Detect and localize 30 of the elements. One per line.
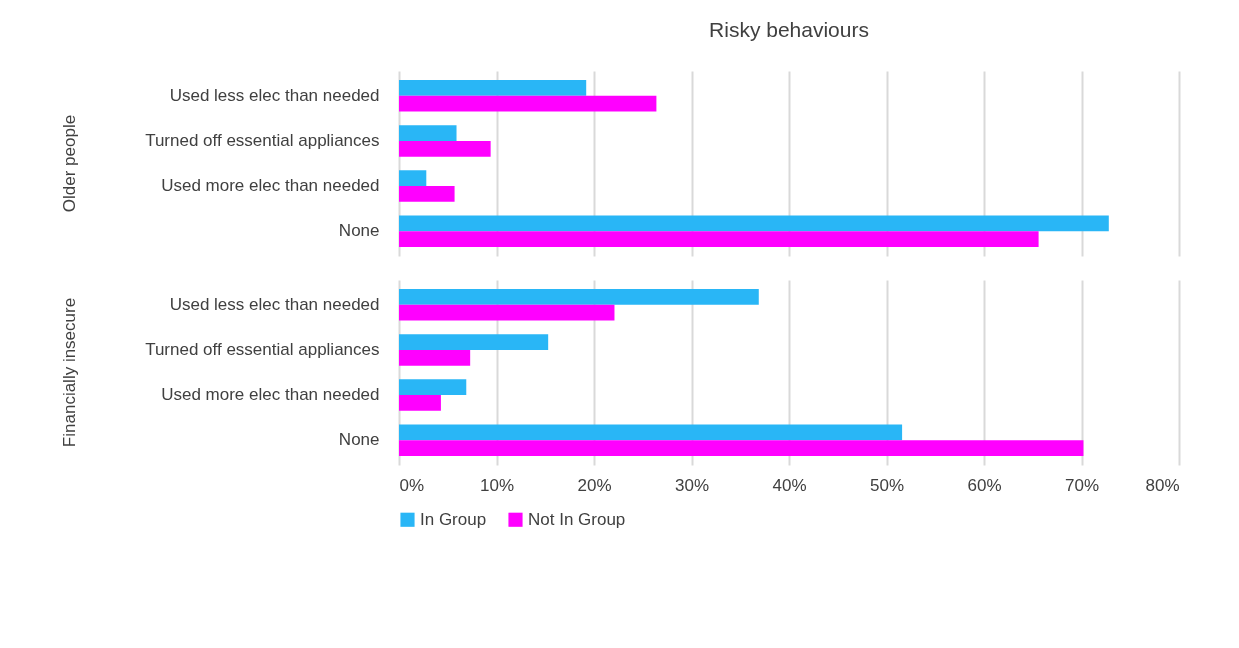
bar <box>399 80 587 96</box>
y-tick-label: Used less elec than needed <box>169 294 380 314</box>
x-tick-label: 70% <box>1064 475 1100 495</box>
y-tick-label: None <box>338 221 380 241</box>
x-tick-label: 40% <box>772 475 807 495</box>
y-tick-label: Turned off essential appliances <box>145 130 380 150</box>
bar <box>399 95 657 112</box>
bar <box>399 125 457 141</box>
x-tick-label: 0% <box>399 475 425 495</box>
bar <box>399 170 427 187</box>
x-tick-label: 50% <box>869 475 905 495</box>
bar <box>399 231 1039 247</box>
y-axis-title: Older people <box>59 114 79 213</box>
x-tick-label: 80% <box>1145 475 1180 495</box>
bar <box>399 140 491 157</box>
x-tick-label: 30% <box>674 475 710 495</box>
y-tick-label: Used less elec than needed <box>169 85 380 105</box>
chart-title: Risky behaviours <box>709 18 869 41</box>
x-tick-label: 10% <box>479 475 515 495</box>
y-tick-label: None <box>338 430 380 450</box>
y-tick-label: Used more elec than needed <box>161 385 380 405</box>
bar <box>399 215 1109 232</box>
y-tick-label: Turned off essential appliances <box>145 339 380 359</box>
x-tick-label: 20% <box>577 475 612 495</box>
x-tick-label: 60% <box>967 475 1002 495</box>
y-tick-label: Used more elec than needed <box>161 176 380 196</box>
bar <box>399 186 455 202</box>
y-axis-title: Financially insecure <box>59 297 79 448</box>
legend-label: In Group <box>420 509 487 529</box>
legend-label: Not In Group <box>528 509 626 529</box>
